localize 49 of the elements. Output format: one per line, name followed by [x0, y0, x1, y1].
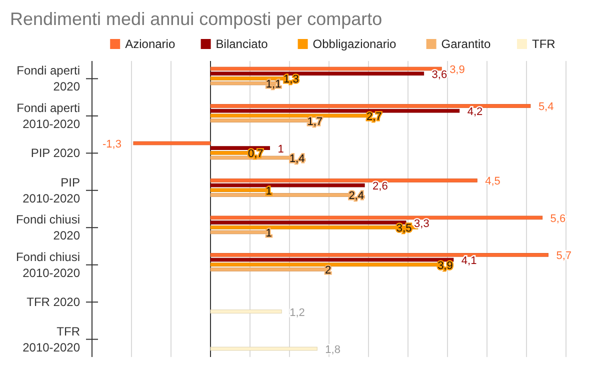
- bar: [210, 258, 454, 262]
- y-tick-label: TFR 2020: [26, 295, 80, 310]
- data-label: 1,2: [290, 306, 305, 319]
- data-label: 1: [278, 143, 284, 156]
- data-label: 1,8: [325, 344, 340, 356]
- data-label: 5,4: [538, 101, 554, 114]
- y-tick-label: Fondi aperti 2020: [16, 64, 80, 94]
- y-tick-label: Fondi chiusi 2020: [16, 212, 80, 243]
- data-label: 2,6: [372, 180, 388, 193]
- bar: [210, 346, 318, 351]
- data-label: 1,7: [307, 116, 323, 128]
- legend-label: Bilanciato: [216, 37, 268, 51]
- bar: [210, 104, 531, 108]
- data-label: 5,7: [556, 250, 572, 262]
- bar: [210, 216, 543, 220]
- bar: [210, 108, 460, 113]
- data-label: 4,2: [467, 106, 483, 118]
- bar: [210, 72, 424, 76]
- chart-title: Rendimenti medi annui composti per comparto: [10, 9, 382, 29]
- data-label: 1,4: [289, 152, 305, 165]
- bar: [210, 178, 478, 182]
- data-label: 3,6: [432, 68, 448, 81]
- bar: [210, 66, 442, 71]
- y-tick-label: PIP 2020: [30, 146, 80, 160]
- data-label: 3,9: [438, 260, 453, 272]
- y-tick-label: PIP 2010-2020: [22, 175, 80, 206]
- data-label: 1,3: [284, 74, 299, 86]
- bar: [210, 183, 365, 188]
- legend-label: Obbligazionario: [312, 37, 397, 51]
- legend-label: Garantito: [441, 37, 491, 51]
- data-label: 3,9: [450, 64, 465, 76]
- bar: [133, 141, 211, 146]
- data-label: 2: [325, 264, 332, 277]
- y-tick-label: TFR 2010-2020: [22, 324, 80, 354]
- bar: [210, 220, 406, 224]
- data-label: 4,5: [485, 176, 500, 188]
- bar: [210, 146, 270, 150]
- bar: [210, 310, 282, 314]
- data-label: 5,6: [550, 212, 566, 225]
- data-label: 4,1: [461, 255, 477, 268]
- data-label: 2,7: [366, 110, 382, 123]
- bar: [210, 253, 548, 257]
- y-tick-label: Fondi chiusi 2010-2020: [16, 250, 80, 280]
- legend-label: Azionario: [125, 37, 176, 51]
- y-tick-label: Fondi aperti 2010-2020: [16, 100, 80, 131]
- data-label: 3,3: [414, 218, 430, 230]
- data-label: 2,4: [348, 190, 364, 202]
- data-label: -1,3: [102, 138, 122, 150]
- legend-label: TFR: [532, 37, 556, 51]
